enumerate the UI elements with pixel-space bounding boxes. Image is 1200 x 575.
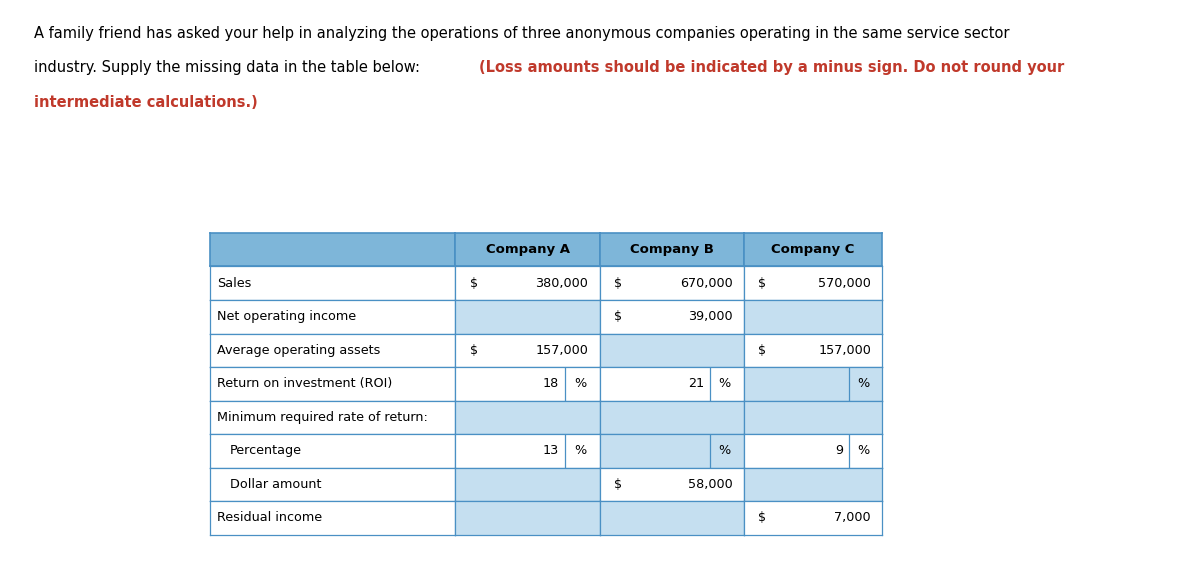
Text: 670,000: 670,000 bbox=[680, 277, 733, 290]
Text: $: $ bbox=[614, 277, 623, 290]
Text: Percentage: Percentage bbox=[229, 444, 301, 457]
Text: $: $ bbox=[758, 277, 766, 290]
Text: $: $ bbox=[469, 277, 478, 290]
Text: Average operating assets: Average operating assets bbox=[217, 344, 380, 356]
Text: 18: 18 bbox=[544, 377, 559, 390]
Text: $: $ bbox=[614, 478, 623, 491]
Text: Net operating income: Net operating income bbox=[217, 310, 356, 323]
Text: 39,000: 39,000 bbox=[688, 310, 733, 323]
Text: Company A: Company A bbox=[486, 243, 570, 256]
Text: 380,000: 380,000 bbox=[535, 277, 588, 290]
Text: A family friend has asked your help in analyzing the operations of three anonymo: A family friend has asked your help in a… bbox=[34, 26, 1009, 41]
Text: Residual income: Residual income bbox=[217, 512, 323, 524]
Text: $: $ bbox=[758, 344, 766, 356]
Text: Dollar amount: Dollar amount bbox=[229, 478, 322, 491]
Text: %: % bbox=[719, 377, 731, 390]
Text: Sales: Sales bbox=[217, 277, 252, 290]
Text: intermediate calculations.): intermediate calculations.) bbox=[34, 95, 257, 110]
Text: Return on investment (ROI): Return on investment (ROI) bbox=[217, 377, 392, 390]
Text: $: $ bbox=[758, 512, 766, 524]
Text: 157,000: 157,000 bbox=[818, 344, 871, 356]
Text: 13: 13 bbox=[544, 444, 559, 457]
Text: Company C: Company C bbox=[772, 243, 854, 256]
Text: Company B: Company B bbox=[630, 243, 714, 256]
Text: %: % bbox=[857, 377, 870, 390]
Text: 7,000: 7,000 bbox=[834, 512, 871, 524]
Text: %: % bbox=[857, 444, 870, 457]
Text: %: % bbox=[719, 444, 731, 457]
Text: 21: 21 bbox=[688, 377, 703, 390]
Text: 58,000: 58,000 bbox=[688, 478, 733, 491]
Text: $: $ bbox=[469, 344, 478, 356]
Text: industry. Supply the missing data in the table below:: industry. Supply the missing data in the… bbox=[34, 60, 425, 75]
Text: (Loss amounts should be indicated by a minus sign. Do not round your: (Loss amounts should be indicated by a m… bbox=[479, 60, 1064, 75]
Text: $: $ bbox=[614, 310, 623, 323]
Text: 157,000: 157,000 bbox=[535, 344, 588, 356]
Text: Minimum required rate of return:: Minimum required rate of return: bbox=[217, 411, 428, 424]
Text: 570,000: 570,000 bbox=[818, 277, 871, 290]
Text: %: % bbox=[574, 377, 586, 390]
Text: 9: 9 bbox=[835, 444, 844, 457]
Text: %: % bbox=[574, 444, 586, 457]
